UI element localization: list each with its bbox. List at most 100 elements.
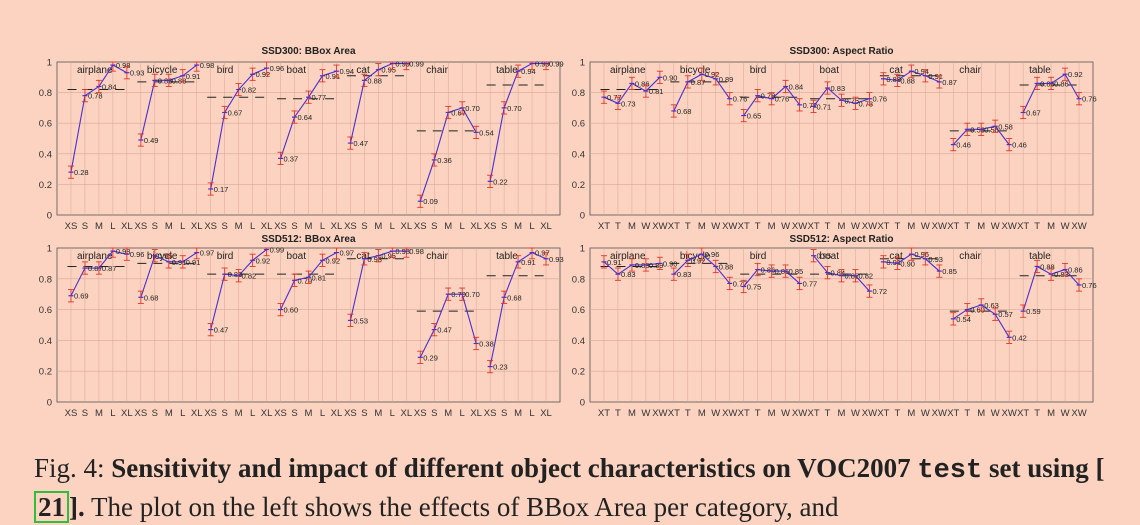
panel-1-xtick-label: W	[641, 221, 650, 232]
panel-2-data-label: 0.97	[200, 249, 215, 258]
panel-0-data-label: 0.88	[172, 76, 187, 85]
panel-2-xtick-label: L	[180, 408, 185, 419]
panel-3-xtick-label: T	[964, 408, 970, 419]
panel-3-data-label: 0.90	[663, 259, 678, 268]
panel-2-xtick-label: XS	[204, 408, 217, 419]
panel-3-xtick-label: T	[685, 408, 691, 419]
panel-3-xtick-label: M	[628, 408, 636, 419]
panel-2-data-label: 0.83	[228, 270, 243, 279]
panel-1-xtick-label: XT	[1017, 221, 1029, 232]
panel-2-data-label: 0.69	[74, 292, 89, 301]
panel-1-xtick-label: XT	[947, 221, 959, 232]
panel-3-xtick-label: XT	[947, 408, 959, 419]
panel-3-xtick-label: XT	[598, 408, 610, 419]
panel-0-xtick-label: S	[501, 221, 507, 232]
panel-2-xtick-label: XS	[134, 408, 147, 419]
panel-2-xtick-label: XS	[274, 408, 287, 419]
panel-2-xtick-label: XS	[414, 408, 427, 419]
panel-0-ytick-label: 0.2	[39, 180, 52, 191]
panel-0-data-label: 0.95	[381, 66, 396, 75]
panel-2-data-label: 0.97	[339, 249, 354, 258]
panel-2-category-label-chair: chair	[426, 251, 448, 262]
caption-bold-title: Sensitivity and impact of different obje…	[111, 453, 911, 483]
panel-2-ytick-label: 0.8	[39, 274, 52, 285]
panel-0-xtick-label: S	[82, 221, 88, 232]
panel-0-data-label: 0.93	[130, 69, 145, 78]
panel-3-xtick-label: T	[1034, 408, 1040, 419]
panel-3-xtick-label: W	[641, 408, 650, 419]
panel-1-data-label: 0.77	[607, 93, 622, 102]
panel-1-ytick-label: 0.4	[572, 149, 585, 160]
panel-0-xtick-label: M	[95, 221, 103, 232]
panel-1-xtick-label: XW	[652, 221, 667, 232]
panel-1-xtick-label: XT	[738, 221, 750, 232]
panel-3-data-label: 0.77	[733, 279, 748, 288]
caption-bold-close: ].	[69, 492, 85, 522]
panel-0-xtick-label: XL	[261, 221, 273, 232]
panel-0-xtick-label: S	[221, 221, 227, 232]
panel-1-category-label-airplane: airplane	[610, 65, 646, 76]
panel-3-data-label: 0.85	[942, 267, 957, 276]
panel-2-xtick-label: L	[390, 408, 395, 419]
panel-2-data-label: 0.79	[298, 276, 313, 285]
panel-0-xtick-label: L	[250, 221, 255, 232]
panel-3-xtick-label: XW	[932, 408, 947, 419]
panel-2-xtick-label: XS	[344, 408, 357, 419]
panel-2-xtick-label: S	[431, 408, 437, 419]
panel-0-xtick-label: S	[291, 221, 297, 232]
panel-2-xtick-label: S	[291, 408, 297, 419]
panel-0-data-label: 0.77	[312, 93, 327, 102]
panel-2-xtick-label: XS	[65, 408, 78, 419]
panel-2-xtick-label: L	[320, 408, 325, 419]
panel-3-data-label: 0.89	[649, 261, 664, 270]
panel-2-xtick-label: M	[235, 408, 243, 419]
panel-0-data-label: 0.49	[144, 136, 159, 145]
panel-1-xtick-label: M	[838, 221, 846, 232]
panel-0-data-label: 0.78	[88, 92, 103, 101]
panel-2-xtick-label: XS	[484, 408, 497, 419]
panel-0-ytick-label: 0.8	[39, 88, 52, 99]
panel-3-xtick-label: T	[825, 408, 831, 419]
panel-3-category-label-table: table	[1029, 251, 1051, 262]
panel-3-xtick-label: XT	[668, 408, 680, 419]
panel-1-xtick-label: M	[907, 221, 915, 232]
panel-3-xtick-label: W	[711, 408, 720, 419]
panel-3-data-label: 0.83	[677, 270, 692, 279]
caption-bold-using: set using [	[988, 453, 1105, 483]
panel-0-data-label: 0.98	[200, 61, 215, 70]
panel-3-xtick-label: T	[755, 408, 761, 419]
panel-3-data-label: 0.82	[858, 272, 873, 281]
panel-2-data-label: 0.47	[214, 326, 229, 335]
panel-3-xtick-label: W	[781, 408, 790, 419]
panel-0-data-label: 0.91	[186, 72, 201, 81]
panel-0-data-label: 0.70	[507, 104, 522, 113]
panel-1-category-label-chair: chair	[959, 65, 981, 76]
panel-3-data-label: 0.96	[914, 250, 929, 259]
panel-0-data-label: 0.67	[451, 108, 466, 117]
panel-0-data-label: 0.99	[409, 60, 424, 69]
panel-1-data-label: 0.56	[984, 125, 999, 134]
panel-2-data-label: 0.60	[284, 306, 299, 315]
panel-1-data-label: 0.72	[803, 101, 818, 110]
panel-0-data-label: 0.92	[256, 70, 271, 79]
panel-2-data-label: 0.81	[312, 273, 327, 282]
panel-2-xtick-label: M	[374, 408, 382, 419]
panel-3-ytick-label: 0.2	[572, 367, 585, 378]
panel-0-data-label: 0.88	[367, 76, 382, 85]
panel-1-data-label: 0.46	[1012, 141, 1027, 150]
panel-0-data-label: 0.99	[395, 60, 410, 69]
caption-reference-link[interactable]: 21	[34, 491, 69, 523]
panel-3-data-label: 0.60	[970, 306, 985, 315]
panel-0-xtick-label: XL	[121, 221, 133, 232]
panel-1-xtick-label: XW	[1002, 221, 1017, 232]
panel-1-xtick-label: W	[991, 221, 1000, 232]
panel-0-data-label: 0.64	[298, 113, 313, 122]
panel-1-xtick-label: W	[711, 221, 720, 232]
panel-3-data-label: 0.86	[761, 266, 776, 275]
panel-2-ytick-label: 0.4	[39, 336, 52, 347]
panel-1-data-label: 0.88	[900, 76, 915, 85]
panel-1-data-label: 0.94	[914, 67, 929, 76]
panel-3-data-label: 0.85	[775, 267, 790, 276]
panel-0-xtick-label: XL	[400, 221, 412, 232]
panel-3-category-label-bird: bird	[750, 251, 767, 262]
